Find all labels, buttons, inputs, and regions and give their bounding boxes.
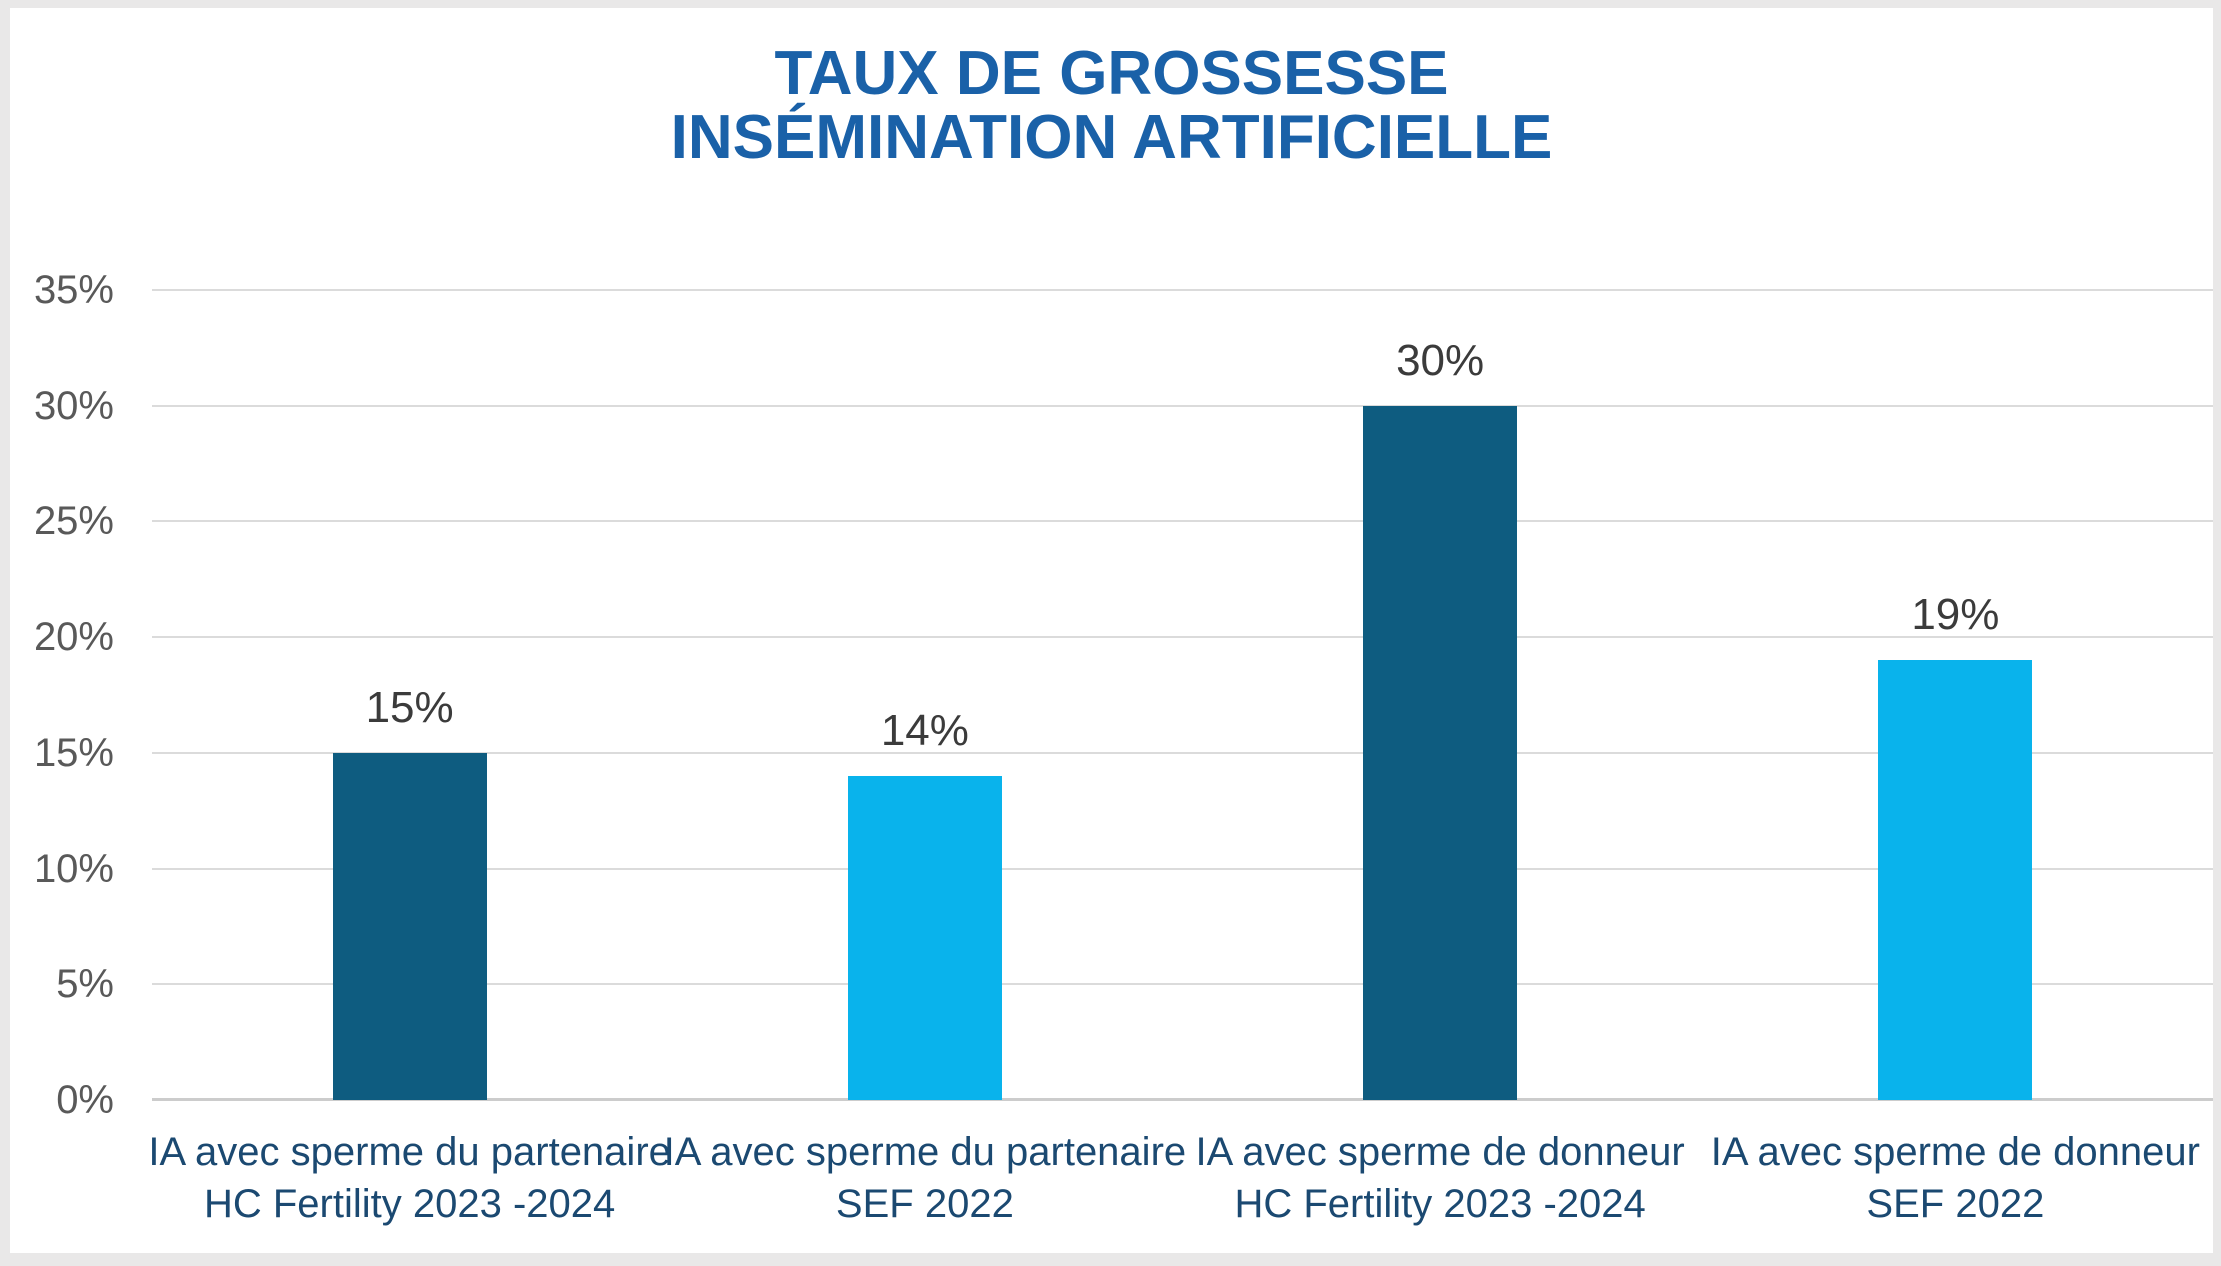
gridline-25 (152, 520, 2213, 523)
category-label-2: IA avec sperme du partenaire SEF 2022 (565, 1126, 1285, 1230)
y-tick-label-20: 20% (33, 615, 114, 660)
category-label-2-line-2: SEF 2022 (835, 1182, 1014, 1226)
category-label-4: IA avec sperme de donneur SEF 2022 (1595, 1126, 2221, 1230)
category-label-1: IA avec sperme du partenaire HC Fertility… (50, 1126, 770, 1230)
gridline-20 (152, 636, 2213, 639)
chart-surface: TAUX DE GROSSESSE INSÉMINATION ARTIFICIE… (10, 8, 2213, 1253)
bar-4 (1878, 660, 2033, 1100)
category-label-4-line-2: SEF 2022 (1866, 1182, 2045, 1226)
category-label-1-line-1: IA avec sperme du partenaire (148, 1130, 671, 1174)
gridline-5 (152, 983, 2213, 986)
category-label-3-line-2: HC Fertility 2023 -2024 (1234, 1182, 1646, 1226)
chart-title-line-2: INSÉMINATION ARTIFICIELLE (670, 103, 1553, 172)
gridline-35 (152, 289, 2213, 291)
bar-1 (332, 752, 487, 1100)
bar-2 (847, 776, 1002, 1100)
gridline-15 (152, 751, 2213, 754)
y-tick-label-25: 25% (33, 499, 114, 544)
y-tick-label-15: 15% (33, 730, 114, 775)
y-tick-label-10: 10% (33, 846, 114, 891)
category-label-3-line-1: IA avec sperme de donneur (1195, 1130, 1685, 1174)
y-tick-label-0: 0% (56, 1078, 114, 1122)
chart-title-line-1: TAUX DE GROSSESSE (774, 39, 1449, 108)
plot-area (152, 289, 2213, 1101)
bar-value-label-4: 19% (1911, 590, 2000, 640)
y-tick-label-30: 30% (33, 383, 114, 428)
category-label-3: IA avec sperme de donneur HC Fertility 20… (1080, 1126, 1800, 1230)
chart-title: TAUX DE GROSSESSE INSÉMINATION ARTIFICIE… (10, 42, 2213, 170)
y-tick-label-35: 35% (33, 268, 114, 312)
gridline-10 (152, 867, 2213, 870)
category-label-1-line-2: HC Fertility 2023 -2024 (203, 1182, 616, 1226)
bar-3 (1363, 405, 1518, 1100)
x-axis-line (152, 1098, 2213, 1101)
category-label-2-line-1: IA avec sperme du partenaire (663, 1130, 1187, 1174)
gridline-30 (152, 404, 2213, 407)
bar-value-label-1: 15% (365, 682, 454, 732)
bar-value-label-2: 14% (880, 706, 969, 755)
bar-value-label-3: 30% (1396, 335, 1485, 385)
y-tick-label-5: 5% (56, 962, 114, 1007)
category-label-4-line-1: IA avec sperme de donneur (1710, 1130, 2200, 1174)
